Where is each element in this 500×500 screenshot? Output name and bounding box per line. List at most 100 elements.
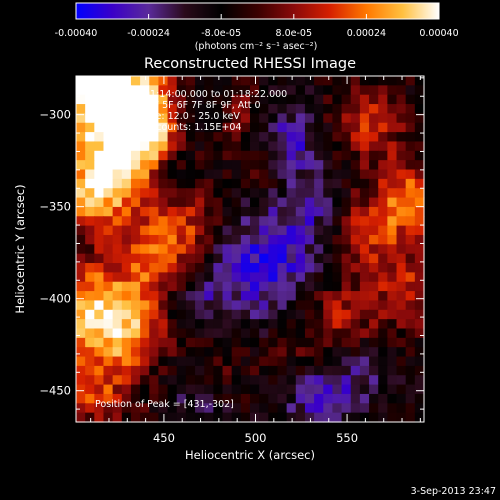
heatmap-cell bbox=[140, 393, 150, 404]
heatmap-cell bbox=[121, 160, 132, 171]
heatmap-cell bbox=[350, 375, 361, 386]
heatmap-cell bbox=[268, 365, 279, 376]
heatmap-cell bbox=[231, 160, 242, 171]
heatmap-cell bbox=[222, 113, 233, 124]
heatmap-cell bbox=[277, 309, 288, 320]
heatmap-cell bbox=[140, 337, 150, 348]
heatmap-cell bbox=[350, 85, 361, 96]
heatmap-cell bbox=[295, 150, 306, 161]
heatmap-cell bbox=[195, 244, 205, 255]
heatmap-cell bbox=[414, 356, 425, 367]
heatmap-cell bbox=[259, 76, 269, 86]
heatmap-cell bbox=[323, 178, 334, 189]
heatmap-cell bbox=[314, 281, 324, 292]
heatmap-cell bbox=[167, 122, 178, 133]
heatmap-cell bbox=[268, 160, 279, 171]
heatmap-cell bbox=[250, 216, 260, 227]
heatmap-cell bbox=[286, 94, 297, 105]
heatmap-cell bbox=[103, 375, 114, 386]
heatmap-cell bbox=[286, 384, 297, 395]
heatmap-cell bbox=[158, 300, 169, 311]
heatmap-cell bbox=[85, 141, 95, 152]
heatmap-cell bbox=[240, 225, 251, 236]
heatmap-cell bbox=[350, 281, 361, 292]
heatmap-cell bbox=[112, 300, 123, 311]
heatmap-cell bbox=[277, 412, 288, 423]
heatmap-cell bbox=[140, 178, 150, 189]
heatmap-cell bbox=[149, 291, 160, 302]
heatmap-cell bbox=[185, 188, 196, 199]
heatmap-cell bbox=[167, 328, 178, 339]
heatmap-cell bbox=[222, 347, 233, 358]
heatmap-cell bbox=[286, 113, 297, 124]
heatmap-cell bbox=[112, 225, 123, 236]
heatmap-cell bbox=[378, 244, 388, 255]
heatmap-cell bbox=[405, 85, 416, 96]
heatmap-cell bbox=[76, 328, 86, 339]
heatmap-cell bbox=[295, 393, 306, 404]
heatmap-cell bbox=[240, 300, 251, 311]
heatmap-cell bbox=[387, 150, 398, 161]
heatmap-cell bbox=[250, 291, 260, 302]
heatmap-cell bbox=[323, 384, 334, 395]
heatmap-cell bbox=[76, 375, 86, 386]
heatmap-cell bbox=[332, 206, 343, 217]
heatmap-cell bbox=[259, 300, 269, 311]
heatmap-cell bbox=[112, 104, 123, 114]
heatmap-cell bbox=[76, 403, 86, 414]
heatmap-cell bbox=[176, 347, 187, 358]
heatmap-cell bbox=[195, 225, 205, 236]
heatmap-cell bbox=[185, 94, 196, 105]
heatmap-cell bbox=[222, 132, 233, 143]
heatmap-cell bbox=[240, 272, 251, 283]
heatmap-cell bbox=[195, 403, 205, 414]
heatmap-cell bbox=[414, 206, 425, 217]
heatmap-cell bbox=[121, 291, 132, 302]
heatmap-cell bbox=[222, 169, 233, 180]
heatmap-cell bbox=[341, 319, 352, 330]
heatmap-cell bbox=[350, 365, 361, 376]
heatmap-cell bbox=[359, 263, 370, 273]
heatmap-cell bbox=[103, 76, 114, 86]
heatmap-cell bbox=[378, 328, 388, 339]
heatmap-cell bbox=[213, 375, 224, 386]
heatmap-cell bbox=[378, 122, 388, 133]
heatmap-cell bbox=[259, 412, 269, 423]
heatmap-cell bbox=[332, 188, 343, 199]
heatmap-cell bbox=[286, 169, 297, 180]
heatmap-cell bbox=[295, 122, 306, 133]
heatmap-cell bbox=[268, 281, 279, 292]
heatmap-cell bbox=[323, 272, 334, 283]
heatmap-cell bbox=[268, 393, 279, 404]
heatmap-cell bbox=[295, 178, 306, 189]
heatmap-cell bbox=[304, 94, 315, 105]
heatmap-cell bbox=[112, 281, 123, 292]
heatmap-cell bbox=[167, 178, 178, 189]
heatmap-cell bbox=[103, 412, 114, 423]
heatmap-cell bbox=[323, 291, 334, 302]
heatmap-cell bbox=[149, 272, 160, 283]
heatmap-cell bbox=[231, 300, 242, 311]
heatmap-cell bbox=[387, 384, 398, 395]
heatmap-cell bbox=[277, 291, 288, 302]
heatmap-cell bbox=[240, 253, 251, 264]
heatmap-cell bbox=[185, 76, 196, 86]
heatmap-cell bbox=[149, 234, 160, 245]
heatmap-cell bbox=[103, 347, 114, 358]
heatmap-cell bbox=[130, 94, 141, 105]
heatmap-cell bbox=[369, 188, 379, 199]
heatmap-cell bbox=[295, 76, 306, 86]
heatmap-cell bbox=[314, 206, 324, 217]
heatmap-cell bbox=[121, 272, 132, 283]
plot-frame bbox=[75, 75, 425, 423]
heatmap-cell bbox=[103, 253, 114, 264]
heatmap-cell bbox=[369, 412, 379, 423]
heatmap-cell bbox=[350, 384, 361, 395]
heatmap-cell bbox=[405, 272, 416, 283]
heatmap-cell bbox=[140, 122, 150, 133]
heatmap-cell bbox=[359, 291, 370, 302]
heatmap-cell bbox=[176, 244, 187, 255]
heatmap-cell bbox=[76, 122, 86, 133]
heatmap-cell bbox=[195, 188, 205, 199]
heatmap-cell bbox=[396, 253, 407, 264]
